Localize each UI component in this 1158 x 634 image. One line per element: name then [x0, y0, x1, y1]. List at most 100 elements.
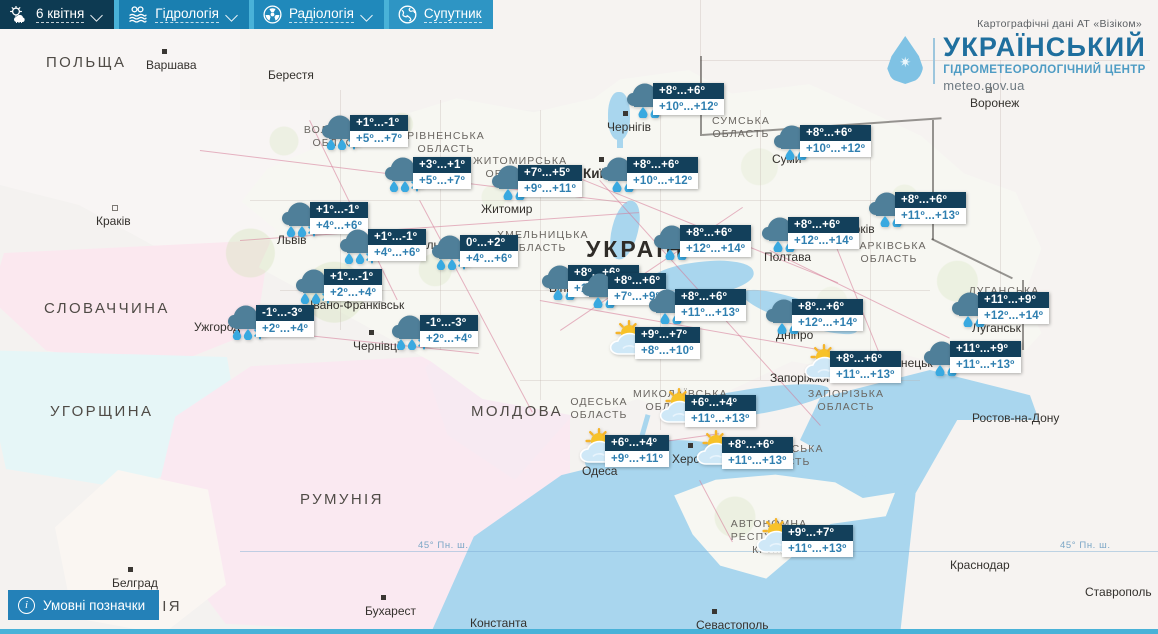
- temperature-label: -1º...-3º +2º...+4º: [256, 305, 315, 337]
- sun-cloud-icon: [9, 6, 29, 23]
- temperature-label: +8º...+6º +11º...+13º: [722, 437, 793, 469]
- night-temperature: +6º...+4º: [685, 395, 756, 411]
- kuban-coast: [900, 420, 1158, 634]
- city-dot: [623, 111, 628, 116]
- logo-title: УКРАЇНСЬКИЙ: [943, 32, 1146, 62]
- tab-radiology[interactable]: Радіологія: [253, 0, 384, 29]
- temperature-label: +8º...+6º +11º...+13º: [830, 351, 901, 383]
- info-icon: i: [18, 596, 35, 614]
- day-temperature: +11º...+13º: [675, 305, 746, 321]
- country-label: СЛОВАЧЧИНА: [44, 300, 170, 317]
- day-temperature: +11º...+13º: [950, 357, 1021, 373]
- city-label[interactable]: Севастополь: [696, 618, 769, 632]
- chevron-down-icon[interactable]: [226, 9, 238, 21]
- night-temperature: +8º...+6º: [895, 192, 966, 208]
- day-temperature: +10º...+12º: [653, 99, 725, 115]
- oblast-border: [870, 140, 871, 370]
- legend-button[interactable]: i Умовні позначки: [8, 590, 160, 620]
- city-label[interactable]: Краснодар: [950, 558, 1010, 572]
- temperature-label: +8º...+6º +10º...+12º: [653, 83, 725, 115]
- city-label[interactable]: Ставрополь: [1085, 585, 1152, 599]
- night-temperature: +8º...+6º: [788, 217, 860, 233]
- latitude-label-right: 45° Пн. ш.: [1060, 540, 1111, 551]
- temperature-label: +7º...+5º +9º...+11º: [518, 165, 582, 197]
- logo-subtitle: ГІДРОМЕТЕОРОЛОГІЧНИЙ ЦЕНТР: [943, 64, 1146, 76]
- city-label[interactable]: Берестя: [268, 68, 314, 82]
- latitude-line: [240, 551, 1158, 552]
- oblast-border: [540, 110, 541, 400]
- radiation-icon: [263, 5, 282, 24]
- city-label[interactable]: Чернігів: [607, 120, 652, 134]
- city-dot: [162, 49, 167, 54]
- day-temperature: +12º...+14º: [680, 241, 752, 257]
- city-label[interactable]: Варшава: [146, 58, 197, 72]
- temperature-label: +8º...+6º +11º...+13º: [895, 192, 966, 224]
- city-label[interactable]: Воронеж: [970, 96, 1020, 110]
- city-dot: [599, 157, 604, 162]
- night-temperature: -1º...-3º: [256, 305, 315, 321]
- globe-icon: [398, 5, 417, 24]
- city-label[interactable]: Львів: [277, 233, 307, 247]
- brand-logo[interactable]: Картографічні дані АТ «Візіком» ✷ УКРАЇН…: [885, 18, 1146, 93]
- city-label[interactable]: Белград: [112, 576, 158, 590]
- day-temperature: +11º...+13º: [722, 453, 793, 469]
- night-temperature: +8º...+6º: [653, 83, 725, 99]
- day-temperature: +12º...+14º: [978, 308, 1050, 324]
- day-temperature: +8º...+10º: [635, 343, 700, 359]
- city-label[interactable]: Одеса: [582, 464, 618, 478]
- day-temperature: +11º...+13º: [830, 367, 901, 383]
- temperature-label: +8º...+6º+12º...+14º: [792, 299, 864, 331]
- temperature-label: +11º...+9º +12º...+14º: [978, 292, 1050, 324]
- day-temperature: +9º...+11º: [605, 451, 669, 467]
- day-temperature: +12º...+14º: [788, 233, 860, 249]
- night-temperature: +8º...+6º: [675, 289, 746, 305]
- night-temperature: +7º...+5º: [518, 165, 582, 181]
- temperature-label: +6º...+4º +9º...+11º: [605, 435, 669, 467]
- temperature-label: +1º...-1º +5º...+7º: [350, 115, 409, 147]
- oblast-label: РІВНЕНСЬКА ОБЛАСТЬ: [407, 130, 485, 155]
- tab-label: 6 квітня: [36, 6, 85, 23]
- nav-separator: [248, 0, 254, 29]
- day-temperature: +10º...+12º: [627, 173, 699, 189]
- kyiv-reservoir: [608, 92, 630, 140]
- bottom-accent-bar: [0, 629, 1158, 634]
- day-temperature: +12º...+14º: [792, 315, 864, 331]
- tab-hydrology[interactable]: Гідрологія: [119, 0, 249, 29]
- top-navigation: 6 квітня Гідрологія: [0, 0, 493, 29]
- water-drop-compass-icon: ✷: [885, 36, 925, 88]
- tab-satellite[interactable]: Супутник: [388, 0, 493, 29]
- city-label[interactable]: Житомир: [481, 202, 533, 216]
- latitude-label: 45° Пн. ш.: [418, 540, 469, 551]
- city-label[interactable]: Ростов-на-Дону: [972, 411, 1060, 425]
- night-temperature: +3º...+1º: [413, 157, 472, 173]
- night-temperature: +9º...+7º: [635, 327, 700, 343]
- day-temperature: +2º...+4º: [324, 285, 383, 301]
- day-temperature: +11º...+13º: [782, 541, 853, 557]
- oblast-border: [440, 100, 441, 350]
- night-temperature: +1º...-1º: [310, 202, 369, 218]
- tab-forecast-date[interactable]: 6 квітня: [0, 0, 115, 29]
- city-label[interactable]: Івано-Франківськ: [310, 298, 405, 312]
- night-temperature: -1º...-3º: [420, 315, 479, 331]
- city-label[interactable]: Бухарест: [365, 604, 416, 618]
- night-temperature: +1º...-1º: [368, 229, 427, 245]
- day-temperature: +4º...+6º: [460, 251, 519, 267]
- chevron-down-icon[interactable]: [91, 9, 103, 21]
- city-label[interactable]: Чернівці: [353, 339, 400, 353]
- temperature-label: +1º...-1º +2º...+4º: [324, 269, 383, 301]
- city-label[interactable]: Полтава: [764, 250, 811, 264]
- city-dot: [712, 609, 717, 614]
- day-temperature: +5º...+7º: [413, 173, 472, 189]
- night-temperature: +1º...-1º: [324, 269, 383, 285]
- day-temperature: +4º...+6º: [368, 245, 427, 261]
- chevron-down-icon[interactable]: [361, 9, 373, 21]
- temperature-label: +8º...+6º +11º...+13º: [675, 289, 746, 321]
- country-label: МОЛДОВА: [471, 403, 563, 420]
- night-temperature: +1º...-1º: [350, 115, 409, 131]
- city-label[interactable]: Константа: [470, 616, 527, 630]
- city-label[interactable]: Краків: [96, 214, 131, 228]
- oblast-border: [760, 110, 761, 380]
- night-temperature: 0º...+2º: [460, 235, 519, 251]
- night-temperature: +11º...+9º: [950, 341, 1021, 357]
